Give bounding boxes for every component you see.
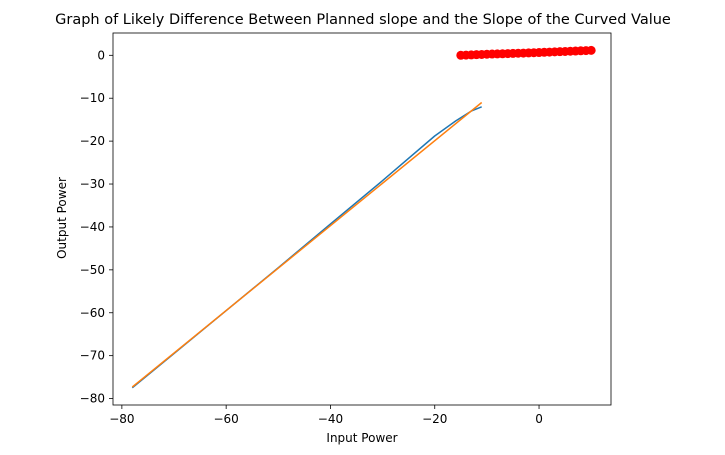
chart-title: Graph of Likely Difference Between Plann…	[55, 12, 671, 28]
axis-ticks: −80 −60 −40 −20 0 0 −10 −20 −30 −40 −50 −60 −70 −80	[80, 48, 543, 426]
y-tick-label: −30	[80, 177, 105, 191]
y-tick-label: −20	[80, 134, 105, 148]
x-tick-label: 0	[535, 412, 543, 426]
y-axis-label: Output Power	[55, 177, 69, 259]
x-tick-label: −60	[213, 412, 238, 426]
series-3-point	[586, 45, 596, 55]
plot-frame	[112, 32, 612, 406]
y-tick-label: −70	[80, 349, 105, 363]
plot-area	[131, 45, 596, 389]
x-tick-label: −20	[422, 412, 447, 426]
y-tick-label: −10	[80, 91, 105, 105]
y-tick-label: −80	[80, 392, 105, 406]
y-tick-label: −40	[80, 220, 105, 234]
series-1-line	[131, 106, 482, 389]
x-tick-label: −40	[318, 412, 343, 426]
y-tick-label: −60	[80, 306, 105, 320]
x-tick-label: −80	[109, 412, 134, 426]
x-axis-label: Input Power	[326, 431, 397, 445]
series-2-line	[131, 101, 483, 388]
y-tick-label: −50	[80, 263, 105, 277]
y-tick-label: 0	[97, 48, 105, 62]
